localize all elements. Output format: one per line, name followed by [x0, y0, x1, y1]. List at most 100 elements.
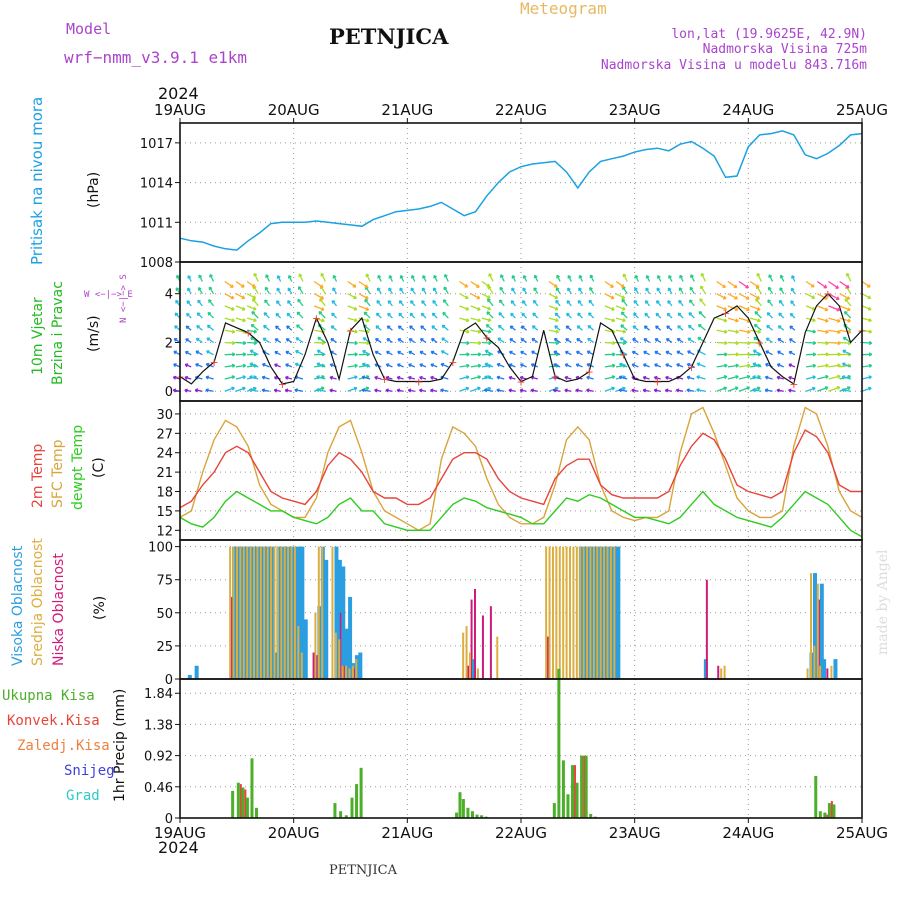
wind-arrowhead [868, 306, 872, 310]
wind-ytick-label: 2 [165, 336, 173, 351]
wind-arrowhead [612, 329, 616, 333]
wind-arrowhead [509, 325, 512, 330]
wind-arrowhead [564, 376, 568, 380]
wind-arrowhead [316, 389, 320, 393]
wind-arrow [459, 280, 468, 288]
wind-arrowhead [622, 375, 626, 378]
cloud-bar-0 [812, 573, 817, 679]
date-label-bottom: 23AUG [609, 824, 661, 842]
wind-arrowhead [205, 389, 209, 393]
wind-arrow [696, 362, 706, 368]
wind-arrowhead [521, 313, 524, 317]
cloud-bar-2 [826, 668, 829, 679]
wind-arrowhead [465, 283, 469, 288]
wind-arrow [716, 329, 728, 333]
wind-arrow [235, 376, 246, 380]
cloud-bar-1 [465, 626, 468, 679]
wind-arrowhead [788, 376, 792, 380]
wind-arrowhead [484, 376, 488, 380]
wind-arrow [750, 317, 761, 322]
wind-arrow [842, 362, 852, 368]
wind-arrowhead [284, 389, 288, 393]
wind-arrowhead [666, 313, 669, 317]
wind-arrow [716, 364, 728, 368]
cloud-bar-1 [297, 626, 300, 679]
wind-arrow [861, 376, 872, 380]
wind-arrow [738, 317, 751, 322]
cloud-bar-1 [290, 546, 293, 679]
wind-arrowhead [477, 386, 481, 389]
wind-arrow [252, 298, 259, 307]
wind-arrowhead [735, 318, 739, 322]
wind-arrowhead [757, 329, 761, 333]
wind-arrowhead [631, 351, 635, 355]
wind-arrowhead [430, 338, 434, 342]
wind-arrowhead [622, 329, 627, 333]
wind-gust-marker: + [585, 366, 594, 379]
wind-arrow [313, 387, 325, 392]
wind-arrowhead [478, 340, 482, 344]
wind-arrowhead [274, 351, 278, 355]
cloud-bar-1 [266, 546, 269, 679]
wind-arrow [298, 286, 304, 295]
wind-arrowhead [285, 351, 289, 355]
wind-arrowhead [824, 386, 828, 389]
pressure-ytick-label: 1014 [140, 177, 173, 192]
wind-arrowhead [497, 338, 500, 342]
wind-arrowhead [812, 375, 816, 378]
wind-arrowhead [697, 324, 701, 328]
wind-arrowhead [442, 312, 445, 316]
wind-arrow [470, 317, 481, 322]
wind-arrow [316, 362, 326, 368]
product-title: Meteogram [520, 0, 607, 18]
wind-arrowhead [752, 363, 756, 367]
wind-arrow [619, 363, 628, 368]
cloud-bar-1 [720, 668, 723, 679]
wind-arrowhead [387, 313, 390, 317]
precip-bar-total [333, 803, 337, 818]
wind-gust-marker: + [516, 375, 525, 388]
wind-arrow [753, 349, 762, 356]
wind-arrowhead [723, 284, 726, 288]
wind-arrowhead [386, 338, 389, 342]
wind-arrowhead [564, 363, 568, 368]
wind-arrowhead [622, 386, 626, 389]
wind-arrowhead [497, 325, 501, 329]
wind-arrowhead [366, 363, 370, 366]
wind-arrow [716, 375, 728, 380]
wind-arrowhead [577, 313, 580, 317]
wind-arrowhead [847, 318, 851, 322]
wind-arrowhead [396, 389, 400, 393]
wind-direction-legend-we: W <−|−> E [84, 290, 133, 300]
wind-arrow [316, 375, 326, 380]
temp-ylabel: (C) [91, 457, 107, 478]
wind-arrow [318, 311, 326, 319]
wind-arrow [738, 341, 751, 344]
cloud-bar-0 [324, 559, 329, 679]
wind-arrowhead [330, 338, 333, 342]
wind-arrowhead [498, 312, 501, 316]
wind-arrowhead [622, 363, 626, 367]
cloud-bar-2 [481, 615, 484, 679]
cloud-bar-1 [276, 546, 279, 679]
wind-arrow [443, 299, 449, 307]
wind-arrowhead [195, 338, 199, 342]
wind-arrowhead [735, 340, 739, 344]
cloud-ylabel: (%) [92, 596, 108, 620]
wind-arrow [246, 305, 257, 311]
wind-arrow [485, 350, 494, 356]
wind-arrowhead [205, 363, 209, 367]
wind-arrow [817, 305, 828, 311]
wind-arrow [470, 280, 480, 288]
wind-arrow [443, 286, 449, 295]
wind-arrow [246, 280, 256, 288]
wind-arrow [459, 317, 470, 322]
wind-arrowhead [868, 363, 872, 367]
cloud-bar-1 [249, 546, 252, 679]
wind-arrowhead [825, 307, 829, 311]
pressure-ytick-label: 1008 [140, 256, 173, 271]
cloud-bar-0 [187, 675, 192, 679]
wind-arrowhead [698, 311, 701, 315]
wind-arrowhead [253, 386, 257, 389]
wind-arrowhead [724, 340, 728, 344]
